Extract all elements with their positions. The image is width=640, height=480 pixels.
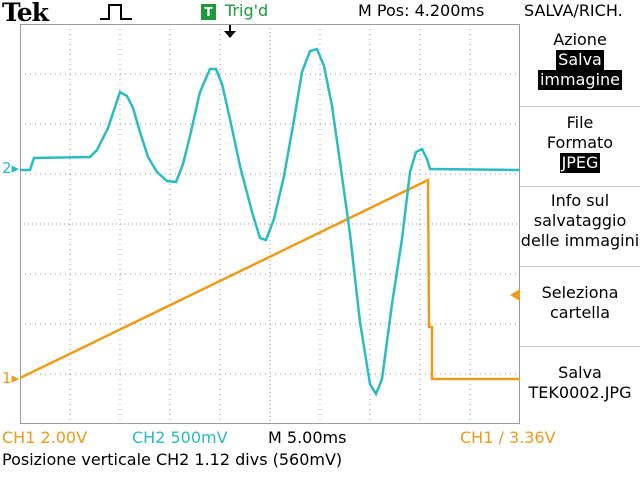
menu-title: SALVA/RICH.	[524, 1, 623, 20]
ch1-ground-marker: 1▸	[2, 369, 20, 387]
waveform-display	[20, 24, 520, 424]
channel-readout-bar: CH1 2.00V CH2 500mV M 5.00ms CH1 ∕ 3.36V	[0, 426, 640, 448]
top-status-bar: Tek T Trig'd M Pos: 4.200ms SALVA/RICH.	[0, 0, 640, 27]
info-label-line1: Info sul	[550, 191, 610, 210]
menu-info-salvataggio[interactable]: Info sul salvataggio delle immagini	[520, 186, 640, 251]
file-formato-value: JPEG	[559, 153, 601, 173]
file-formato-label-line2: Formato	[546, 133, 614, 152]
menu-salva-file[interactable]: Salva TEK0002.JPG	[520, 346, 640, 403]
azione-value: Salva	[556, 50, 604, 70]
ch1-trace	[20, 178, 520, 381]
azione-value-line2: immagine	[537, 70, 622, 90]
menu-select-arrow-icon	[510, 289, 520, 301]
ch2-ground-marker: 2▸	[2, 159, 20, 177]
timebase: M 5.00ms	[268, 428, 347, 447]
ch1-scale: CH1 2.00V	[2, 428, 88, 447]
menu-azione[interactable]: Azione Salva immagine	[520, 30, 640, 90]
ch2-scale: CH2 500mV	[132, 428, 228, 447]
ch2-trace	[20, 47, 520, 397]
info-label-line3: delle immagini	[520, 231, 640, 250]
seleziona-label: Seleziona	[541, 283, 619, 302]
pulse-icon	[100, 4, 132, 20]
brand-logo: Tek	[2, 0, 49, 27]
side-menu: Azione Salva immagine File Formato JPEG …	[520, 24, 640, 424]
salva-filename: TEK0002.JPG	[528, 383, 632, 402]
azione-label: Azione	[553, 30, 607, 49]
trigger-status: Trig'd	[225, 1, 269, 20]
file-formato-label: File	[566, 113, 594, 132]
info-label-line2: salvataggio	[533, 211, 627, 230]
salva-label: Salva	[558, 363, 602, 382]
seleziona-label-line2: cartella	[550, 303, 610, 322]
horizontal-position: M Pos: 4.200ms	[358, 1, 485, 20]
menu-seleziona-cartella[interactable]: Seleziona cartella	[520, 266, 640, 323]
trigger-level: CH1 ∕ 3.36V	[460, 428, 556, 447]
trigger-position-arrow-icon	[224, 24, 236, 38]
menu-file-formato[interactable]: File Formato JPEG	[520, 106, 640, 173]
status-message: Posizione verticale CH2 1.12 divs (560mV…	[2, 450, 343, 469]
trigger-status-badge: T	[201, 4, 216, 20]
graticule	[20, 24, 520, 424]
